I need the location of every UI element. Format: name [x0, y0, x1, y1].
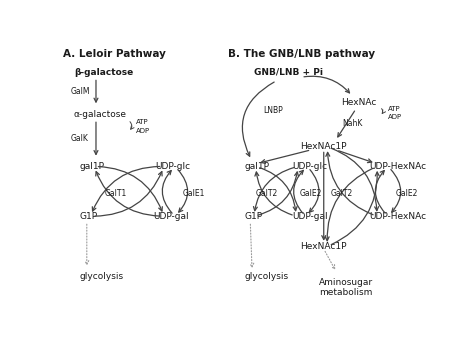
Text: gal1P: gal1P [245, 162, 270, 171]
Text: GalT2: GalT2 [331, 189, 353, 199]
Text: UDP-gal: UDP-gal [292, 212, 328, 221]
Text: Aminosugar: Aminosugar [319, 278, 373, 287]
Text: β-galactose: β-galactose [74, 68, 133, 77]
Text: GalK: GalK [70, 135, 88, 143]
Text: GalE2: GalE2 [395, 189, 418, 199]
Text: HexNAc1P: HexNAc1P [301, 142, 347, 151]
Text: metabolism: metabolism [319, 288, 373, 296]
Text: G1P: G1P [80, 212, 98, 221]
Text: glycolysis: glycolysis [80, 272, 124, 281]
Text: ATP: ATP [137, 119, 149, 125]
Text: B. The GNB/LNB pathway: B. The GNB/LNB pathway [228, 49, 375, 59]
Text: G1P: G1P [245, 212, 263, 221]
Text: GalT2: GalT2 [255, 189, 278, 199]
Text: GalM: GalM [70, 87, 90, 96]
Text: UDP-HexNAc: UDP-HexNAc [370, 162, 427, 171]
Text: glycolysis: glycolysis [245, 272, 289, 281]
Text: A. Leloir Pathway: A. Leloir Pathway [63, 49, 166, 59]
Text: gal1P: gal1P [80, 162, 104, 171]
Text: NahK: NahK [342, 119, 363, 128]
Text: GalE2: GalE2 [300, 189, 322, 199]
Text: ADP: ADP [137, 128, 151, 134]
Text: UDP-glc: UDP-glc [155, 162, 190, 171]
Text: UDP-glc: UDP-glc [292, 162, 328, 171]
Text: GNB/LNB + Pi: GNB/LNB + Pi [255, 68, 323, 77]
Text: ADP: ADP [388, 114, 402, 120]
Text: GalE1: GalE1 [182, 189, 204, 199]
Text: HexNAc1P: HexNAc1P [301, 242, 347, 251]
Text: UDP-gal: UDP-gal [153, 212, 189, 221]
Text: LNBP: LNBP [263, 106, 283, 115]
Text: α-galactose: α-galactose [74, 109, 127, 119]
Text: UDP-HexNAc: UDP-HexNAc [370, 212, 427, 221]
Text: HexNAc: HexNAc [341, 98, 376, 107]
Text: ATP: ATP [388, 106, 401, 112]
Text: GalT1: GalT1 [105, 189, 128, 199]
